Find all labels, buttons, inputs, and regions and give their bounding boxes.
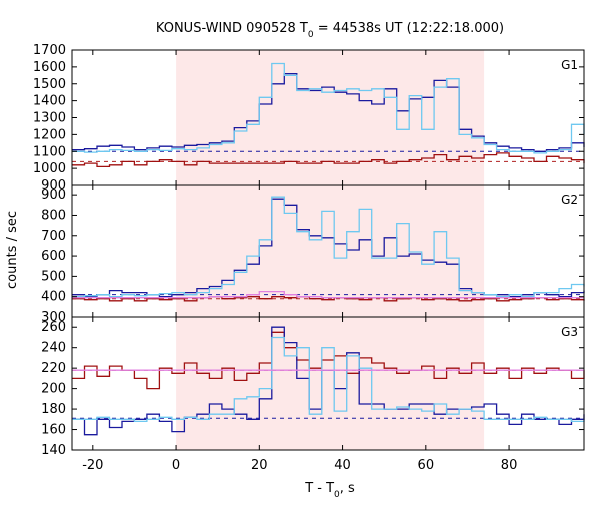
g1-y-tick-label: 1100 [33, 144, 66, 159]
chart-title-rest: = 44538s UT (12:22:18.000) [314, 21, 504, 36]
g2-panel-label: G2 [561, 193, 578, 207]
x-tick-label: -20 [82, 458, 103, 473]
x-tick-label: 60 [418, 458, 435, 473]
g3-panel-frame [71, 316, 585, 451]
x-axis-label-main: T - T [304, 481, 334, 496]
x-axis-label-subscript: 0 [334, 490, 340, 500]
chart-title: KONUS-WIND 090528 T0 = 44538s UT (12:22:… [156, 21, 504, 40]
g2-y-tick-label: 500 [41, 269, 66, 284]
g2-y-tick-label: 700 [41, 229, 66, 244]
x-tick-label: 40 [334, 458, 351, 473]
x-tick-label: 80 [501, 458, 518, 473]
g2-y-tick-label: 800 [41, 208, 66, 223]
g3-y-tick-label: 180 [41, 402, 66, 417]
g3-light-blue-line [72, 336, 585, 423]
plot-area: 90010001100120013001400150016001700G1300… [33, 43, 585, 473]
g1-y-tick-label: 1700 [33, 43, 66, 58]
g2-y-tick-label: 900 [41, 188, 66, 203]
g2-pink-line [72, 290, 584, 299]
g1-y-tick-label: 1200 [33, 127, 66, 142]
g3-y-tick-label: 200 [41, 382, 66, 397]
y-axis-label: counts / sec [5, 211, 20, 289]
g1-panel-label: G1 [561, 58, 578, 72]
x-axis-label: T - T0, s [304, 481, 355, 500]
g1-light-blue-line [72, 62, 585, 154]
g2-y-tick-label: 600 [41, 249, 66, 264]
g1-dark-red-line [72, 152, 585, 168]
g2-y-tick-label: 300 [41, 310, 66, 325]
g3-y-tick-label: 140 [41, 443, 66, 458]
g1-y-tick-label: 1500 [33, 77, 66, 92]
chart-title-main: KONUS-WIND 090528 T [156, 21, 308, 36]
g2-y-tick-label: 400 [41, 290, 66, 305]
g2-light-blue-line [72, 196, 585, 298]
g1-y-tick-label: 1600 [33, 60, 66, 75]
g1-dark-blue-line [72, 72, 585, 152]
emission-interval-highlight [176, 50, 485, 450]
x-axis-label-rest: , s [340, 481, 355, 496]
x-tick-label: 20 [251, 458, 268, 473]
g1-y-tick-label: 900 [41, 178, 66, 193]
g3-dark-blue-line [72, 326, 585, 436]
g3-panel-label: G3 [561, 325, 578, 339]
g1-y-tick-label: 1000 [33, 161, 66, 176]
chart-title-subscript: 0 [308, 30, 314, 40]
g3-y-tick-label: 160 [41, 423, 66, 438]
g1-y-tick-label: 1300 [33, 111, 66, 126]
g1-y-tick-label: 1400 [33, 94, 66, 109]
g3-y-tick-label: 260 [41, 320, 66, 335]
g3-y-tick-label: 220 [41, 361, 66, 376]
x-tick-label: 0 [172, 458, 180, 473]
g3-y-tick-label: 240 [41, 341, 66, 356]
g2-dark-red-line [72, 296, 585, 302]
